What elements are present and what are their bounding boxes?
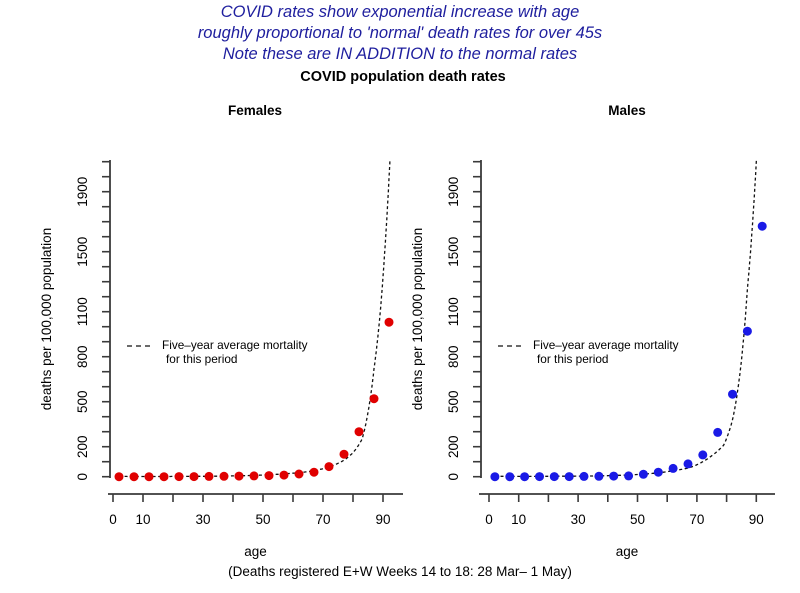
panel-title-males: Males (608, 103, 646, 118)
y-tick-label: 0 (75, 473, 90, 481)
data-point (129, 472, 139, 482)
y-tick-label: 1900 (75, 177, 90, 207)
data-point (324, 462, 334, 472)
y-tick-label: 0 (446, 473, 461, 481)
page-title: COVID population death rates (300, 69, 506, 85)
data-point (728, 389, 737, 399)
data-point (520, 472, 530, 482)
x-tick-label: 0 (485, 512, 493, 527)
data-point (384, 317, 394, 327)
header-line-2: roughly proportional to 'normal' death r… (197, 24, 603, 42)
y-tick-label: 500 (446, 390, 461, 413)
data-point (279, 470, 289, 480)
data-point (369, 394, 379, 404)
y-tick-label: 800 (446, 345, 461, 368)
legend-label-line1: Five–year average mortality (162, 338, 308, 352)
data-point (653, 467, 663, 477)
header-line-1: COVID rates show exponential increase wi… (220, 3, 580, 21)
x-tick-label: 50 (255, 512, 270, 527)
data-point (505, 472, 515, 482)
data-point (564, 472, 574, 482)
y-tick-label: 1500 (75, 237, 90, 267)
x-axis-title: age (244, 544, 267, 559)
data-point (490, 472, 500, 482)
header-note: COVID rates show exponential increase wi… (0, 2, 800, 65)
x-tick-label: 10 (135, 512, 150, 527)
panel-title-females: Females (227, 103, 283, 118)
y-axis-title: deaths per 100,000 population (39, 228, 54, 410)
baseline-curve (119, 159, 391, 478)
x-tick-label: 50 (630, 512, 645, 527)
data-points (114, 317, 394, 482)
header-line-3: Note these are IN ADDITION to the normal… (222, 45, 578, 63)
data-point (189, 472, 199, 482)
legend-label-line1: Five–year average mortality (533, 338, 679, 352)
data-point (549, 472, 559, 482)
y-tick-label: 1500 (446, 237, 461, 267)
data-point (698, 450, 708, 460)
x-tick-label: 10 (511, 512, 526, 527)
data-point (354, 427, 364, 437)
data-point (294, 469, 304, 479)
data-point (638, 469, 648, 479)
data-points (490, 221, 767, 482)
data-point (609, 471, 619, 481)
data-point (204, 471, 214, 481)
x-tick-label: 90 (749, 512, 764, 527)
data-point (535, 472, 544, 482)
data-point (159, 472, 169, 482)
data-point (579, 471, 589, 481)
x-tick-label: 70 (689, 512, 704, 527)
data-point (742, 326, 752, 336)
data-point (757, 221, 767, 231)
legend-label-line2: for this period (537, 352, 608, 366)
data-point (174, 472, 184, 482)
x-tick-label: 0 (109, 512, 117, 527)
x-tick-label: 30 (195, 512, 210, 527)
y-tick-label: 800 (75, 345, 90, 368)
data-point (264, 471, 274, 481)
legend-label-line2: for this period (166, 352, 237, 366)
data-point (594, 471, 604, 481)
y-tick-label: 1100 (75, 297, 90, 326)
data-point (624, 471, 634, 481)
x-tick-label: 70 (315, 512, 330, 527)
x-tick-label: 30 (571, 512, 586, 527)
data-point (683, 459, 693, 469)
data-point (339, 449, 349, 459)
data-point (114, 472, 124, 482)
y-tick-label: 1900 (446, 177, 461, 207)
x-tick-label: 90 (375, 512, 390, 527)
y-tick-label: 200 (446, 435, 461, 458)
x-axis-title: age (616, 544, 639, 559)
data-point (234, 471, 244, 481)
y-tick-label: 200 (75, 435, 90, 458)
data-point (249, 471, 259, 481)
caption: (Deaths registered E+W Weeks 14 to 18: 2… (228, 564, 572, 579)
y-tick-label: 500 (75, 390, 90, 413)
data-point (144, 472, 154, 482)
data-point (309, 467, 319, 477)
data-point (668, 463, 678, 473)
data-point (219, 471, 229, 481)
y-tick-label: 1100 (446, 297, 461, 326)
y-axis-title: deaths per 100,000 population (410, 228, 425, 410)
data-point (713, 427, 723, 437)
